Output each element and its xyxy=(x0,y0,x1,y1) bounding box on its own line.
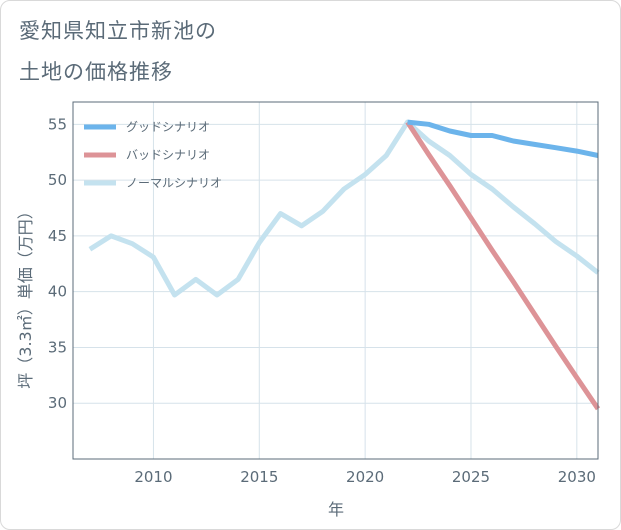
legend-label-2: ノーマルシナリオ xyxy=(126,176,222,190)
y-tick-label: 35 xyxy=(48,338,67,356)
series-line-0 xyxy=(407,119,599,158)
grid-lines xyxy=(73,102,598,459)
chart-title-line-2: 土地の価格推移 xyxy=(19,60,173,84)
y-axis-label: 坪（3.3㎡）単価（万円） xyxy=(16,203,35,388)
plot-frame xyxy=(72,101,599,460)
axes: 30 35 40 45 50 55 2010 2015 2020 2025 2030 xyxy=(48,101,599,486)
x-tick-label: 2010 xyxy=(134,468,172,486)
series-line-2 xyxy=(88,119,600,298)
legend-label-0: グッドシナリオ xyxy=(126,120,210,134)
y-tick-label: 30 xyxy=(48,394,67,412)
series-line-1 xyxy=(405,120,601,411)
x-tick-label: 2030 xyxy=(558,468,596,486)
x-tick-label: 2015 xyxy=(240,468,278,486)
y-tick-label: 55 xyxy=(48,115,67,133)
x-tick-label: 2020 xyxy=(346,468,384,486)
legend-label-1: バッドシナリオ xyxy=(126,148,210,162)
series-layer xyxy=(88,119,601,411)
y-tick-label: 40 xyxy=(48,283,67,301)
chart-title-line-1: 愛知県知立市新池の xyxy=(19,19,217,43)
y-tick-label: 45 xyxy=(48,227,67,245)
x-axis-label: 年 xyxy=(328,500,344,519)
x-tick-label: 2025 xyxy=(452,468,490,486)
y-tick-label: 50 xyxy=(48,171,67,189)
